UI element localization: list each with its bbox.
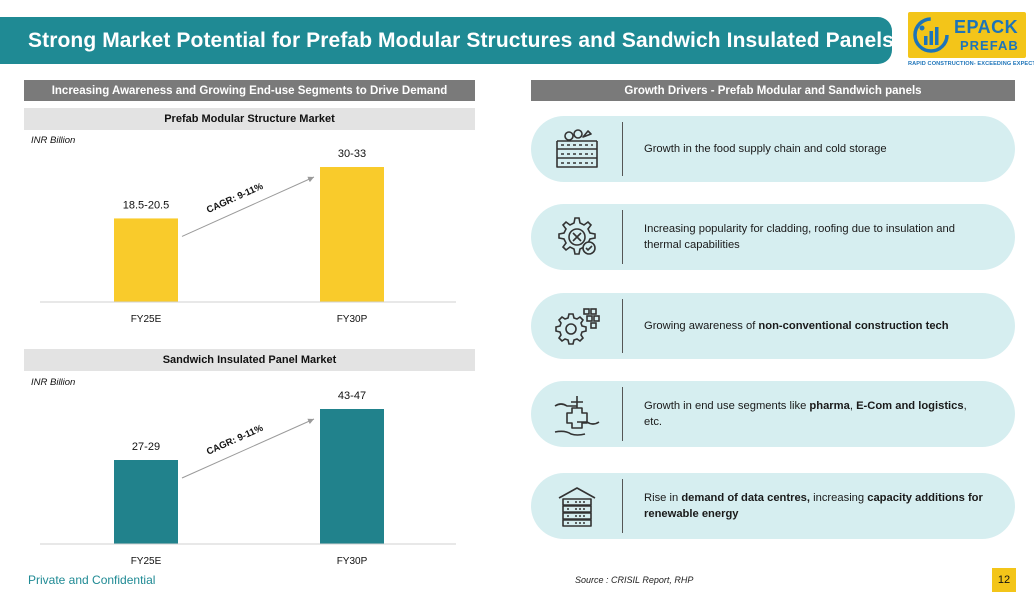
logo-chart-icon <box>913 17 949 53</box>
driver-text-part: , <box>849 400 857 412</box>
driver-divider <box>622 299 623 353</box>
source-note: Source : CRISIL Report, RHP <box>575 575 694 585</box>
tick-label: FY30P <box>337 556 368 567</box>
title-bar: Strong Market Potential for Prefab Modul… <box>0 17 894 64</box>
cagr-annotation: CAGR: 9-11% <box>205 181 265 216</box>
logo-badge: EPACK PREFAB <box>908 12 1026 58</box>
driver-text: Growing awareness of non-conventional co… <box>644 293 985 359</box>
driver-text-part: Growing awareness of <box>644 320 759 332</box>
tick-label: FY25E <box>131 556 162 567</box>
driver-divider <box>622 210 623 264</box>
driver-text-bold: E-Com and logistics <box>856 400 964 412</box>
bar-fy30p <box>320 167 384 302</box>
cagr-arrow <box>181 176 315 237</box>
bar-fy30p <box>320 409 384 544</box>
bar-fy25e <box>114 460 178 544</box>
logo-word-prefab: PREFAB <box>960 38 1019 53</box>
data-label: 18.5-20.5 <box>123 199 169 211</box>
driver-text-bold: capacity additions for renewable energy <box>644 492 983 520</box>
logo-word-epack: EPACK <box>954 17 1019 37</box>
driver-text: Increasing popularity for cladding, roof… <box>644 204 985 270</box>
confidential-label: Private and Confidential <box>28 573 156 587</box>
driver-card: Growth in end use segments like pharma, … <box>531 381 1015 447</box>
driver-text-part: increasing <box>810 492 868 504</box>
driver-text-part: , etc. <box>644 400 967 428</box>
driver-text-bold: demand of data centres, <box>681 492 811 504</box>
driver-text-part: Rise in <box>644 492 682 504</box>
driver-text-bold: non-conventional construction tech <box>758 320 949 332</box>
bar-fy25e <box>114 218 178 302</box>
chart2-unit: INR Billion <box>31 377 76 388</box>
driver-text: Growth in the food supply chain and cold… <box>644 116 985 182</box>
driver-text-part: Increasing popularity for cladding, roof… <box>644 223 955 251</box>
driver-card: Rise in demand of data centres, increasi… <box>531 473 1015 539</box>
page-title: Strong Market Potential for Prefab Modul… <box>28 28 894 52</box>
gear-blocks-icon <box>555 308 600 345</box>
prefab-modular-chart: 18.5-20.5 FY25E 30-33 FY30P CAGR: 9-11% <box>40 148 456 325</box>
driver-text-part: Growth in the food supply chain and cold… <box>644 143 887 155</box>
data-label: 27-29 <box>132 441 160 453</box>
chart1-unit: INR Billion <box>31 135 76 146</box>
driver-card: Growing awareness of non-conventional co… <box>531 293 1015 359</box>
driver-card: Growth in the food supply chain and cold… <box>531 116 1015 182</box>
chart2-title: Sandwich Insulated Panel Market <box>24 349 475 371</box>
driver-card: Increasing popularity for cladding, roof… <box>531 204 1015 270</box>
chart1-title: Prefab Modular Structure Market <box>24 108 475 130</box>
data-label: 30-33 <box>338 148 366 160</box>
data-label: 43-47 <box>338 390 366 402</box>
company-logo: EPACK PREFAB RAPID CONSTRUCTION- EXCEEDI… <box>908 12 1034 70</box>
driver-divider <box>622 122 623 176</box>
driver-text-part: Growth in end use segments like <box>644 400 810 412</box>
tick-label: FY25E <box>131 314 162 325</box>
driver-text: Growth in end use segments like pharma, … <box>644 381 985 447</box>
cagr-annotation: CAGR: 9-11% <box>205 423 265 458</box>
logo-tagline: RAPID CONSTRUCTION- EXCEEDING EXPECTATIO… <box>908 61 1034 67</box>
cagr-arrow <box>181 418 315 479</box>
tick-label: FY30P <box>337 314 368 325</box>
sandwich-panel-chart: 27-29 FY25E 43-47 FY30P CAGR: 9-11% <box>40 390 456 567</box>
driver-text: Rise in demand of data centres, increasi… <box>644 473 985 539</box>
page-number: 12 <box>992 568 1016 592</box>
driver-divider <box>622 479 623 533</box>
gear-tools-icon <box>558 217 596 255</box>
hands-medical-icon <box>554 396 600 436</box>
driver-text-bold: pharma <box>809 400 850 412</box>
left-section-header: Increasing Awareness and Growing End-use… <box>24 80 475 101</box>
data-centre-icon <box>558 487 596 527</box>
crate-icon <box>556 129 598 168</box>
driver-divider <box>622 387 623 441</box>
right-section-header: Growth Drivers - Prefab Modular and Sand… <box>531 80 1015 101</box>
